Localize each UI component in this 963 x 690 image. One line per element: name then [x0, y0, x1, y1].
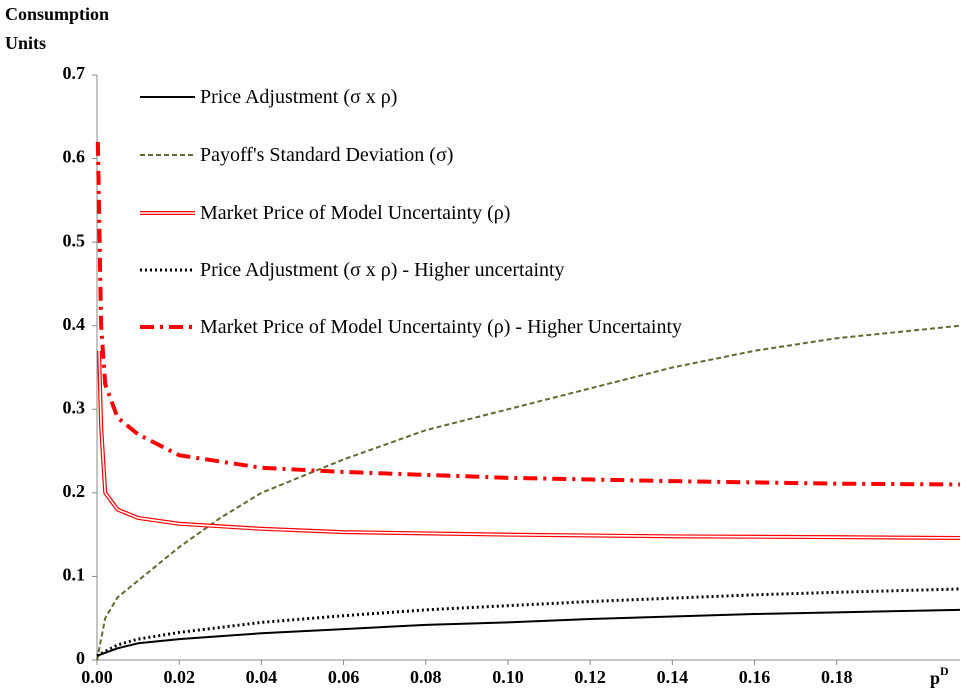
y-tick-label: 0.7: [63, 63, 86, 83]
y-label: Consumption: [5, 4, 109, 24]
y-label: Units: [5, 33, 46, 53]
y-tick-label: 0.6: [63, 147, 86, 167]
series-line: [96, 608, 961, 657]
series-line: [95, 141, 961, 487]
x-tick-label: 0.06: [328, 667, 360, 687]
y-tick-label: 0.3: [63, 397, 86, 417]
legend-label: Price Adjustment (σ x ρ) - Higher uncert…: [200, 259, 565, 281]
x-tick-label: 0.04: [246, 667, 278, 687]
x-tick-label: 0.16: [739, 667, 771, 687]
series-line-inner: [98, 350, 961, 539]
y-tick-label: 0.2: [63, 481, 86, 501]
legend-label: Price Adjustment (σ x ρ): [200, 86, 398, 108]
y-tick-label: 0.4: [63, 314, 86, 334]
y-tick-label: 0.5: [63, 230, 86, 250]
x-tick-label: 0.18: [821, 667, 853, 687]
x-tick-label: 0.12: [574, 667, 606, 687]
x-label-base: p: [930, 668, 940, 688]
legend-label: Market Price of Model Uncertainty (ρ) - …: [200, 316, 683, 338]
y-tick-label: 0.1: [63, 565, 86, 585]
x-label: pD: [930, 664, 949, 688]
x-tick-label: 0.00: [81, 667, 113, 687]
series-line: [97, 350, 961, 540]
x-tick-label: 0.10: [492, 667, 524, 687]
x-tick-label: 0.02: [163, 667, 195, 687]
x-tick-label: 0.08: [410, 667, 442, 687]
legend-label: Payoff's Standard Deviation (σ): [200, 144, 454, 166]
x-label-sup: D: [940, 664, 949, 678]
legend-label: Market Price of Model Uncertainty (ρ): [200, 202, 511, 224]
x-tick-label: 0.14: [657, 667, 689, 687]
y-tick-label: 0: [76, 648, 85, 668]
series-line: [96, 324, 961, 661]
